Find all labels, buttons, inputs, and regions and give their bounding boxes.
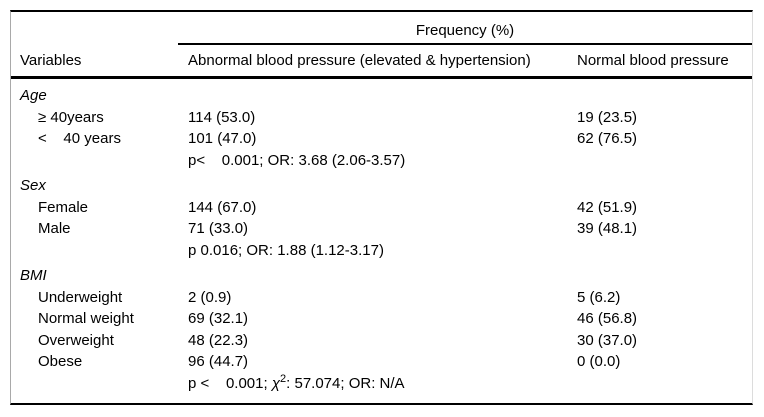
table-row-bmi-normal-weight: Normal weight 69 (32.1) 46 (56.8) — [11, 308, 752, 330]
chi-symbol: χ — [271, 374, 281, 392]
normal-value: 0 (0.0) — [577, 353, 621, 371]
abnormal-value: 114 (53.0) — [188, 108, 256, 126]
stats-line: p 0.016; OR: 1.88 (1.12-3.17) — [188, 241, 384, 259]
table-row-bmi-underweight: Underweight 2 (0.9) 5 (6.2) — [11, 287, 752, 309]
normal-value: 30 (37.0) — [577, 331, 638, 349]
column-header-abnormal-bp: Abnormal blood pressure (elevated & hype… — [188, 52, 531, 69]
table-row-bmi-overweight: Overweight 48 (22.3) 30 (37.0) — [11, 330, 752, 352]
table-column-header-row: Variables Abnormal blood pressure (eleva… — [11, 45, 752, 79]
abnormal-value: 2 (0.9) — [188, 288, 232, 306]
column-header-normal-bp: Normal blood pressure — [577, 52, 729, 69]
group-header-spacer — [11, 12, 178, 45]
normal-value: 5 (6.2) — [577, 288, 621, 306]
row-label: Underweight — [38, 288, 123, 306]
stats-row-bmi: p < 0.001; χ2: 57.074; OR: N/A — [11, 373, 752, 395]
row-label: Overweight — [38, 331, 114, 349]
table-group-header-row: Frequency (%) — [11, 12, 752, 45]
group-header-label: Frequency (%) — [415, 22, 515, 39]
section-label: BMI — [20, 267, 47, 284]
column-header-variables: Variables — [20, 52, 82, 69]
table-row-age-ge40: ≥ 40years 114 (53.0) 19 (23.5) — [11, 107, 752, 129]
row-label: Normal weight — [38, 310, 134, 328]
row-label: Obese — [38, 353, 83, 371]
abnormal-value: 71 (33.0) — [188, 220, 249, 238]
stats-line: p < 0.001; χ2: 57.074; OR: N/A — [178, 372, 565, 392]
section-header-bmi: BMI — [11, 265, 752, 287]
row-label: < 40 years — [38, 130, 121, 148]
frequency-table: Frequency (%) Variables Abnormal blood p… — [10, 10, 753, 405]
stats-suffix: : 57.074; OR: N/A — [286, 374, 405, 392]
section-header-age: Age — [11, 85, 752, 107]
normal-value: 19 (23.5) — [577, 108, 638, 126]
normal-value: 42 (51.9) — [577, 198, 638, 216]
normal-value: 46 (56.8) — [577, 310, 638, 328]
normal-value: 62 (76.5) — [577, 130, 638, 148]
section-label: Sex — [20, 177, 46, 194]
abnormal-value: 69 (32.1) — [188, 310, 249, 328]
abnormal-value: 96 (44.7) — [188, 353, 249, 371]
group-header-cell: Frequency (%) — [178, 12, 752, 45]
table-row-age-lt40: < 40 years 101 (47.0) 62 (76.5) — [11, 128, 752, 150]
row-label: ≥ 40years — [38, 108, 104, 126]
table-body: Age ≥ 40years 114 (53.0) 19 (23.5) < 40 … — [11, 79, 752, 394]
abnormal-value: 101 (47.0) — [188, 130, 257, 148]
normal-value: 39 (48.1) — [577, 220, 638, 238]
section-label: Age — [20, 87, 47, 104]
stats-row-age: p< 0.001; OR: 3.68 (2.06-3.57) — [11, 150, 752, 172]
chi-exponent: 2 — [280, 372, 287, 385]
row-label: Female — [38, 198, 89, 216]
row-label: Male — [38, 220, 71, 238]
stats-prefix: p < 0.001; — [188, 374, 272, 392]
section-header-sex: Sex — [11, 175, 752, 197]
stats-line: p< 0.001; OR: 3.68 (2.06-3.57) — [188, 151, 406, 169]
abnormal-value: 48 (22.3) — [188, 331, 249, 349]
table-row-sex-male: Male 71 (33.0) 39 (48.1) — [11, 218, 752, 240]
abnormal-value: 144 (67.0) — [188, 198, 257, 216]
table-row-bmi-obese: Obese 96 (44.7) 0 (0.0) — [11, 351, 752, 373]
table-row-sex-female: Female 144 (67.0) 42 (51.9) — [11, 197, 752, 219]
stats-row-sex: p 0.016; OR: 1.88 (1.12-3.17) — [11, 240, 752, 262]
